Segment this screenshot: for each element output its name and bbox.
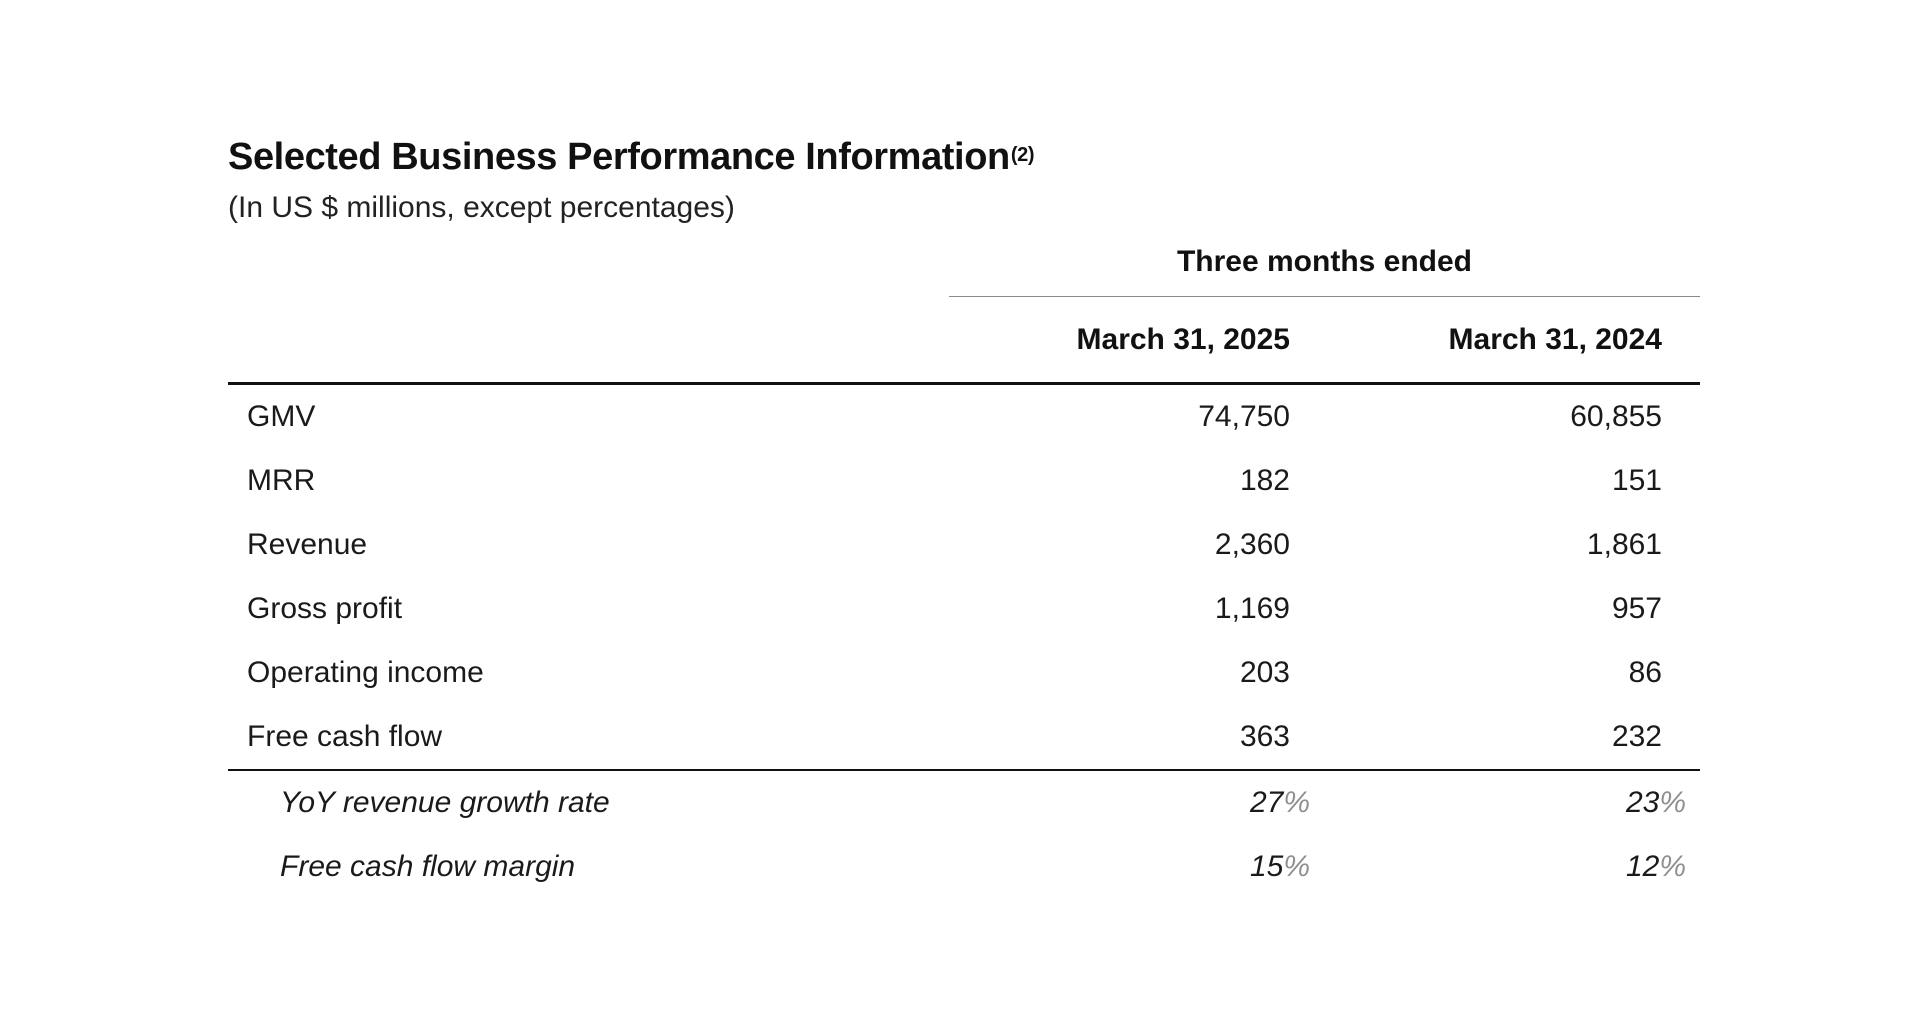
- percent-sign: %: [1659, 786, 1686, 819]
- document-title: Selected Business Performance Informatio…: [228, 132, 1700, 182]
- table-row: GMV 74,750 60,855: [228, 385, 1700, 449]
- cell-value: 363: [1239, 720, 1290, 753]
- table-row: MRR 182 151: [228, 449, 1700, 513]
- cell-value: 957: [1611, 592, 1662, 625]
- column-header-2025: March 31, 2025: [1076, 323, 1290, 356]
- cell-value: 27%: [1250, 771, 1310, 835]
- cell-value: 1,169: [1214, 592, 1290, 625]
- cell-value: 203: [1239, 656, 1290, 689]
- cell-value: 182: [1239, 464, 1290, 497]
- table-row: Operating income 203 86: [228, 641, 1700, 705]
- table-row: YoY revenue growth rate 27% 23%: [228, 771, 1700, 835]
- row-label-operating-income: Operating income: [247, 656, 484, 689]
- row-label-revenue: Revenue: [247, 528, 368, 561]
- row-label-yoy-revenue-growth-rate: YoY revenue growth rate: [280, 786, 610, 819]
- document-subtitle: (In US $ millions, except percentages): [228, 191, 735, 224]
- cell-value: 232: [1611, 720, 1662, 753]
- table-row: Gross profit 1,169 957: [228, 577, 1700, 641]
- cell-value: 151: [1611, 464, 1662, 497]
- table-body: GMV 74,750 60,855 MRR 182 151 Revenue 2,…: [228, 385, 1700, 899]
- percent-sign: %: [1659, 850, 1686, 883]
- percent-number: 23: [1625, 786, 1660, 819]
- cell-value: 1,861: [1586, 528, 1662, 561]
- row-label-gmv: GMV: [247, 400, 316, 433]
- cell-value: 2,360: [1214, 528, 1290, 561]
- period-header: Three months ended: [949, 240, 1700, 297]
- cell-value: 15%: [1250, 835, 1310, 899]
- percent-number: 12: [1625, 850, 1660, 883]
- title-footnote: (2): [1010, 144, 1035, 166]
- row-label-free-cash-flow-margin: Free cash flow margin: [280, 850, 576, 883]
- row-label-mrr: MRR: [247, 464, 316, 497]
- table-row: Free cash flow margin 15% 12%: [228, 835, 1700, 899]
- cell-value: 86: [1628, 656, 1662, 689]
- title-text: Selected Business Performance Informatio…: [228, 136, 1010, 178]
- cell-value: 23%: [1626, 771, 1686, 835]
- document: Selected Business Performance Informatio…: [228, 132, 1700, 883]
- percent-number: 27: [1249, 786, 1284, 819]
- row-label-free-cash-flow: Free cash flow: [247, 720, 443, 753]
- table-row: Revenue 2,360 1,861: [228, 513, 1700, 577]
- column-headers: March 31, 2025 March 31, 2024: [228, 296, 1700, 385]
- percent-number: 15: [1249, 850, 1284, 883]
- percent-sign: %: [1283, 850, 1310, 883]
- cell-value: 12%: [1626, 835, 1686, 899]
- section-divider: [228, 769, 1700, 771]
- row-label-gross-profit: Gross profit: [247, 592, 403, 625]
- cell-value: 60,855: [1570, 400, 1662, 433]
- column-header-2024: March 31, 2024: [1448, 323, 1662, 356]
- cell-value: 74,750: [1198, 400, 1290, 433]
- percent-sign: %: [1283, 786, 1310, 819]
- table-row: Free cash flow 363 232: [228, 705, 1700, 769]
